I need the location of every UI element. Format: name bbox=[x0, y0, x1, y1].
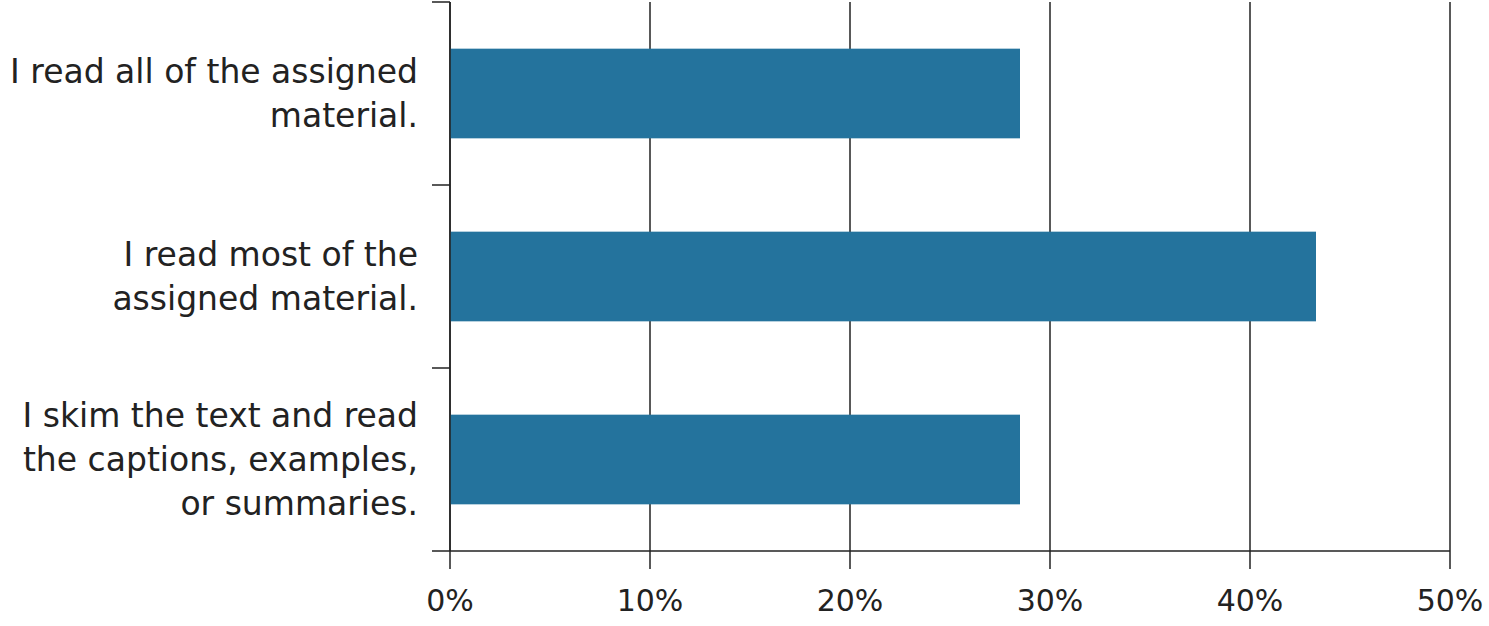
x-tick bbox=[1049, 551, 1051, 569]
grid bbox=[450, 2, 1450, 551]
chart: 0% 10% 20% 30% 40% 50% I read all of the assig… bbox=[0, 0, 1489, 626]
x-tick bbox=[1249, 551, 1251, 569]
x-tick-label: 40% bbox=[1217, 583, 1284, 618]
x-tick bbox=[449, 551, 451, 569]
x-tick bbox=[649, 551, 651, 569]
x-tick-label: 50% bbox=[1417, 583, 1484, 618]
axes bbox=[432, 2, 1450, 569]
x-tick-label: 0% bbox=[426, 583, 474, 618]
x-tick-label: 10% bbox=[617, 583, 684, 618]
x-axis-line bbox=[432, 550, 1450, 552]
x-tick-label: 30% bbox=[1017, 583, 1084, 618]
x-tick-label: 20% bbox=[817, 583, 884, 618]
x-tick bbox=[1449, 551, 1451, 569]
category-label: I read all of the assignedmaterial. bbox=[10, 52, 418, 135]
category-label: I skim the text and readthe captions, ex… bbox=[23, 396, 418, 522]
bar bbox=[450, 232, 1316, 322]
grid-line bbox=[449, 2, 451, 551]
category-separator bbox=[432, 1, 450, 3]
category-separator bbox=[432, 184, 450, 186]
bar bbox=[450, 49, 1020, 139]
category-label: I read most of theassigned material. bbox=[112, 235, 418, 318]
x-tick bbox=[849, 551, 851, 569]
bars bbox=[450, 49, 1316, 505]
category-separator bbox=[432, 367, 450, 369]
y-axis-line bbox=[449, 2, 451, 551]
chart-container: 0% 10% 20% 30% 40% 50% I read all of the assig… bbox=[0, 0, 1489, 626]
grid-line bbox=[1449, 2, 1451, 551]
bar bbox=[450, 415, 1020, 505]
